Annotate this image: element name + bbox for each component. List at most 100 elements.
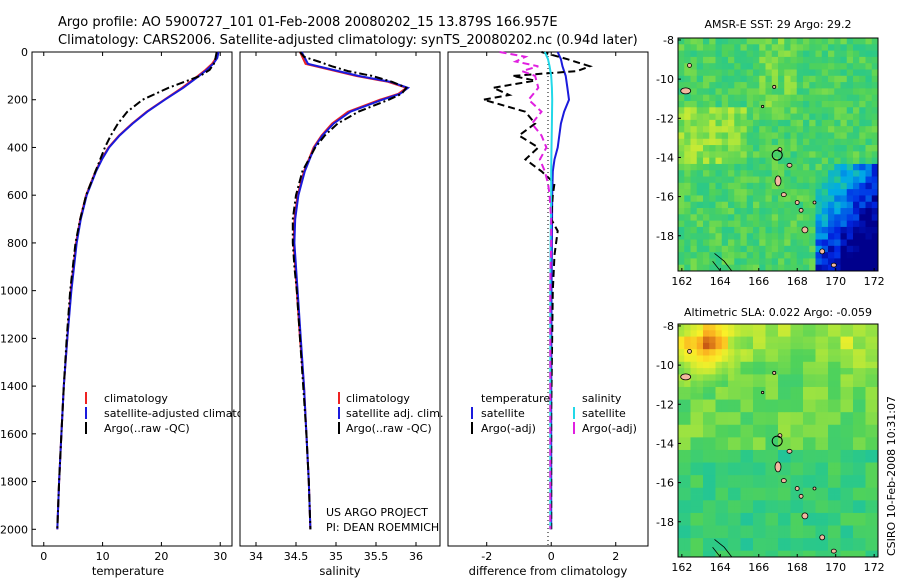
map-cell — [809, 100, 816, 108]
map-cell — [828, 189, 835, 196]
map-cell — [846, 500, 854, 508]
map-cell — [834, 264, 841, 272]
map-cell — [796, 500, 804, 508]
map-cell — [765, 330, 773, 337]
map-cell — [815, 506, 823, 514]
map-cell — [740, 75, 748, 83]
map-cell — [734, 519, 741, 526]
map-cell — [728, 342, 735, 350]
map-cell — [753, 342, 760, 350]
map-cell — [728, 239, 735, 247]
map-cell — [834, 550, 841, 558]
map-cell — [690, 94, 698, 102]
map-cell — [709, 50, 716, 58]
map-cell — [759, 456, 766, 463]
map-cell — [721, 424, 729, 432]
map-cell — [840, 506, 848, 514]
map-cell — [859, 437, 866, 445]
map-cell — [796, 214, 804, 222]
map-cell — [865, 424, 873, 432]
map-cell — [778, 355, 785, 363]
map-cell — [709, 324, 716, 331]
map-cell — [728, 82, 735, 89]
map-cell — [840, 342, 848, 350]
map-cell — [678, 431, 685, 438]
map-cell — [709, 182, 716, 190]
map-cell — [784, 324, 791, 331]
map-cell — [821, 69, 829, 77]
map-cell — [796, 226, 804, 234]
map-cell — [821, 456, 829, 463]
map-cell — [678, 368, 685, 375]
map-cell — [703, 368, 710, 375]
map-cell — [696, 386, 704, 394]
map-cell — [809, 512, 816, 520]
map-cell — [828, 44, 835, 51]
map-cell — [740, 449, 748, 457]
y-tick-label: 0 — [21, 46, 28, 59]
map-cell — [834, 468, 841, 476]
map-cell — [753, 138, 760, 146]
map-cell — [834, 239, 841, 247]
map-cell — [871, 63, 879, 70]
map-cell — [728, 512, 735, 520]
map-cell — [753, 189, 760, 196]
map-cell — [765, 245, 773, 253]
map-cell — [865, 208, 873, 215]
map-cell — [859, 506, 866, 514]
map-cell — [721, 119, 729, 127]
map-cell — [684, 462, 691, 470]
map-cell — [721, 245, 729, 253]
map-cell — [709, 214, 716, 222]
map-cell — [721, 63, 729, 70]
map-cell — [778, 399, 785, 407]
map-cell — [803, 189, 810, 196]
map-cell — [784, 399, 791, 407]
map-cell — [809, 63, 816, 70]
map-cell — [746, 342, 754, 350]
map-cell — [690, 481, 698, 489]
map-cell — [840, 100, 848, 108]
map-cell — [815, 386, 823, 394]
map-cell — [721, 208, 729, 215]
map-cell — [796, 443, 804, 451]
map-cell — [828, 418, 835, 426]
map-cell — [771, 330, 779, 337]
map-cell — [865, 519, 873, 526]
map-cell — [865, 355, 873, 363]
map-cell — [828, 437, 835, 445]
legend-label-argo: Argo(..raw -QC) — [346, 422, 432, 435]
map-cell — [871, 531, 879, 539]
map-cell — [815, 368, 823, 375]
map-cell — [678, 550, 685, 558]
map-cell — [778, 336, 785, 344]
map-cell — [840, 138, 848, 146]
map-cell — [853, 258, 860, 266]
map-cell — [740, 157, 748, 165]
map-cell — [784, 151, 791, 159]
map-cell — [778, 494, 785, 501]
map-cell — [740, 132, 748, 140]
map-cell — [690, 512, 698, 520]
map-cell — [734, 119, 741, 127]
map-cell — [796, 56, 804, 64]
map-cell — [728, 386, 735, 394]
map-cell — [796, 75, 804, 83]
map-cell — [734, 399, 741, 407]
map-cell — [815, 252, 823, 259]
map-cell — [746, 418, 754, 426]
map-cell — [740, 405, 748, 413]
map-cell — [790, 330, 798, 337]
map-cell — [734, 512, 741, 520]
map-cell — [728, 208, 735, 215]
map-cell — [765, 418, 773, 426]
map-cell — [734, 468, 741, 476]
map-cell — [696, 361, 704, 369]
map-cell — [709, 494, 716, 501]
map-cell — [721, 330, 729, 337]
map-cell — [765, 107, 773, 114]
map-cell — [859, 75, 866, 83]
map-cell — [759, 550, 766, 558]
map-cell — [696, 63, 704, 70]
